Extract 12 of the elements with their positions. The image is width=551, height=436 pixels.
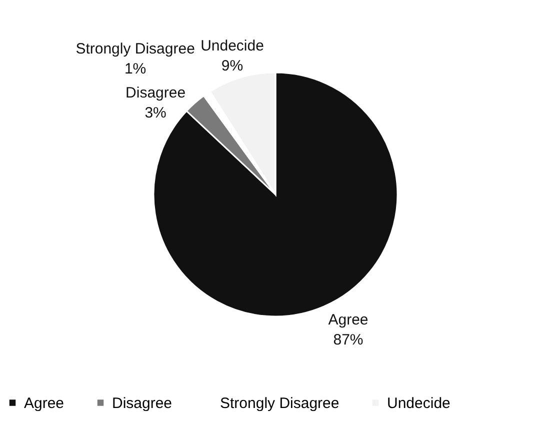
data-label: 3% [144, 104, 166, 122]
data-label: 87% [333, 331, 364, 348]
slice-label: Strongly Disagree [76, 40, 195, 58]
legend-label: Agree [24, 394, 64, 412]
legend-label: Undecide [387, 394, 450, 412]
legend-label: Disagree [112, 394, 172, 412]
data-label: 1% [124, 60, 146, 78]
slice-label: Undecide [200, 38, 264, 55]
category-label: Strongly Disagree [220, 394, 340, 412]
slice-label: Disagree [126, 84, 186, 102]
slice-label: Agree [328, 311, 368, 328]
data-label: 9% [221, 58, 244, 75]
